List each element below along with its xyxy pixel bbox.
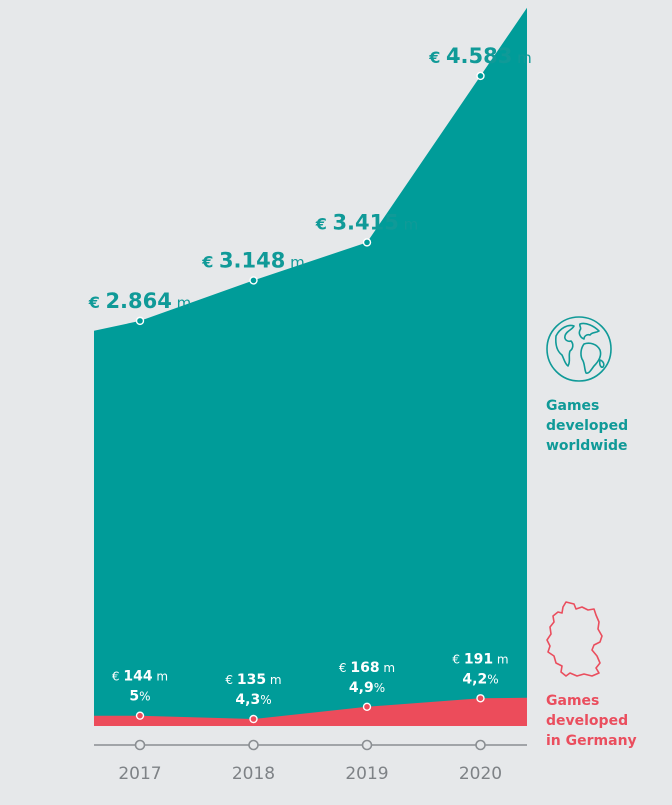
legend-worldwide-line-1: Games xyxy=(546,398,600,414)
data-label-germany-share-2018: 4,3% xyxy=(235,692,271,708)
globe-icon xyxy=(546,316,612,382)
data-label-germany-share-2020: 4,2% xyxy=(462,671,498,687)
point-germany-2017 xyxy=(135,711,145,720)
legend-worldwide: Games developed worldwide xyxy=(546,396,628,456)
data-label-germany-share-2017: 5% xyxy=(129,689,150,705)
legend-germany: Games developed in Germany xyxy=(546,691,637,751)
data-label-germany-value-2017: € 144 m xyxy=(112,669,168,685)
legend-worldwide-line-3: worldwide xyxy=(546,438,628,454)
legend-germany-line-2: developed xyxy=(546,713,629,729)
area-worldwide xyxy=(94,7,527,726)
point-worldwide-2019 xyxy=(362,238,372,247)
legend-germany-line-3: in Germany xyxy=(546,733,637,749)
data-label-worldwide-2017: € 2.864 m xyxy=(88,289,192,313)
legend-germany-line-1: Games xyxy=(546,693,600,709)
x-tick-label-2020: 2020 xyxy=(459,764,502,784)
data-label-germany-value-2019: € 168 m xyxy=(339,660,395,676)
x-axis-tick-2020 xyxy=(475,739,486,751)
x-tick-label-2017: 2017 xyxy=(118,764,161,784)
data-label-germany-value-2018: € 135 m xyxy=(225,672,281,688)
x-axis-tick-2019 xyxy=(361,739,373,751)
germany-map-icon xyxy=(546,601,603,677)
area-germany xyxy=(94,697,527,726)
point-germany-2018 xyxy=(249,714,258,724)
point-worldwide-2020 xyxy=(476,71,485,81)
point-germany-2020 xyxy=(476,694,485,703)
point-germany-2019 xyxy=(362,702,372,711)
x-axis-tick-2017 xyxy=(134,739,146,751)
x-tick-label-2019: 2019 xyxy=(345,764,388,784)
data-label-worldwide-2018: € 3.148 m xyxy=(201,248,305,272)
x-tick-label-2018: 2018 xyxy=(232,764,275,784)
data-label-worldwide-2020: € 4.583 m xyxy=(428,44,532,68)
data-label-worldwide-2019: € 3.415 m xyxy=(315,210,419,234)
data-label-germany-value-2020: € 191 m xyxy=(452,651,508,667)
x-axis-tick-2018 xyxy=(248,739,259,751)
point-worldwide-2018 xyxy=(249,276,258,285)
point-worldwide-2017 xyxy=(135,316,145,326)
data-label-germany-share-2019: 4,9% xyxy=(349,680,385,696)
legend-worldwide-line-2: developed xyxy=(546,418,629,434)
